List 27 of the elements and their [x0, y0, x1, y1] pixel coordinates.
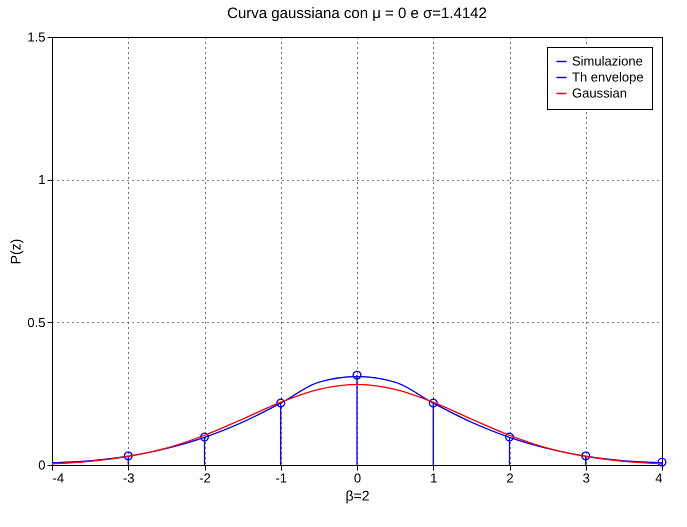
- point: [276, 398, 286, 408]
- x-tick-label: -2: [199, 470, 211, 486]
- x-tick-label: 4: [655, 470, 662, 486]
- x-tick-label: 0: [354, 470, 362, 486]
- chart-title: Curva gaussiana con μ = 0 e σ=1.4142: [227, 5, 487, 22]
- y-tick-label: 1: [38, 172, 46, 188]
- x-tick-label: -4: [52, 470, 64, 486]
- x-tick-label: -1: [275, 470, 288, 486]
- point: [352, 370, 362, 380]
- legend-label: Th envelope: [572, 70, 644, 84]
- x-tick-label: -3: [122, 470, 135, 486]
- y-tick-label: 1.5: [27, 30, 46, 44]
- x-axis-title: β=2: [345, 488, 370, 504]
- point: [200, 432, 210, 442]
- x-tick-label: 3: [582, 470, 590, 486]
- y-tick-label: 0.5: [27, 314, 46, 330]
- x-tick-label: 1: [430, 470, 438, 486]
- y-axis-title: P(z): [7, 238, 24, 264]
- legend-label: Gaussian: [572, 86, 627, 100]
- point: [428, 398, 438, 408]
- point: [504, 432, 514, 442]
- point: [124, 451, 133, 460]
- legend-label: Simulazione: [572, 54, 643, 68]
- x-tick-label: 2: [506, 470, 514, 486]
- point: [581, 451, 590, 460]
- y-tick-label: 0: [38, 458, 46, 472]
- point: [657, 458, 667, 467]
